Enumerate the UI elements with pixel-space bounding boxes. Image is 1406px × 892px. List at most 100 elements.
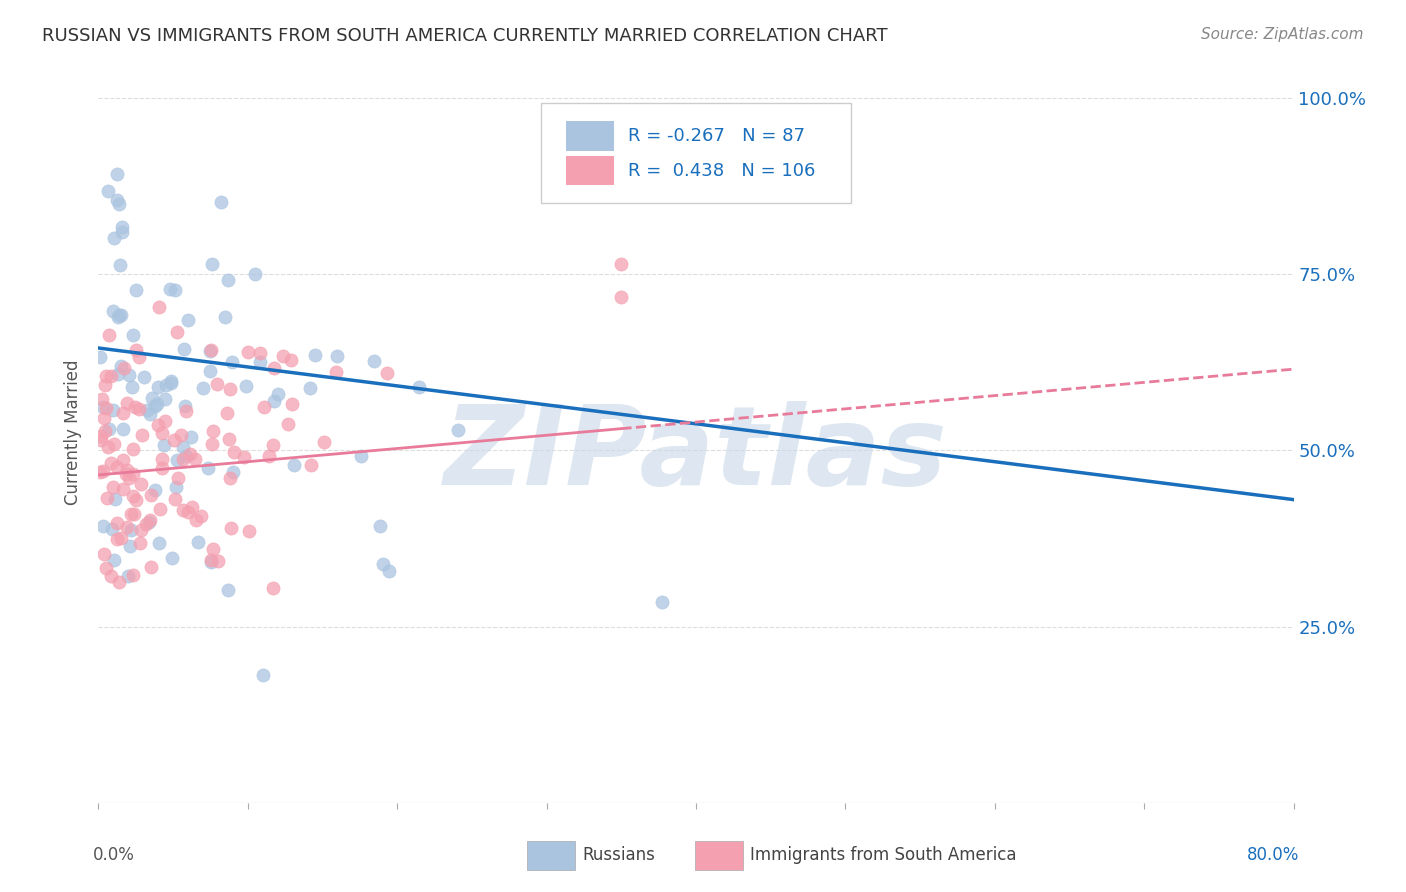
Point bbox=[105, 167, 128, 181]
Point bbox=[91, 400, 114, 414]
Point bbox=[128, 350, 150, 364]
Point bbox=[304, 348, 326, 362]
Point bbox=[252, 667, 274, 681]
Point bbox=[94, 424, 117, 438]
Point bbox=[299, 381, 322, 395]
Point bbox=[97, 440, 120, 454]
Point bbox=[91, 464, 114, 478]
Point bbox=[219, 471, 242, 485]
Point bbox=[165, 480, 187, 494]
Point bbox=[177, 313, 200, 327]
Point bbox=[148, 418, 170, 433]
Point bbox=[120, 539, 142, 553]
Point bbox=[190, 508, 212, 523]
Point bbox=[125, 343, 148, 357]
Point bbox=[238, 345, 260, 359]
Point bbox=[110, 531, 132, 545]
Point bbox=[108, 258, 131, 272]
Point bbox=[363, 354, 385, 368]
Point bbox=[122, 567, 145, 582]
Point bbox=[266, 387, 288, 401]
Point bbox=[148, 536, 170, 550]
Point bbox=[120, 523, 142, 537]
Point bbox=[150, 451, 173, 466]
Point bbox=[153, 392, 176, 407]
Point bbox=[91, 518, 114, 533]
Point bbox=[111, 406, 134, 420]
Point bbox=[97, 184, 120, 198]
Point bbox=[172, 452, 194, 467]
Point bbox=[122, 489, 145, 503]
Point bbox=[112, 360, 135, 375]
Point bbox=[325, 349, 347, 363]
Point bbox=[166, 326, 188, 340]
Point bbox=[222, 445, 245, 459]
Point bbox=[173, 342, 195, 356]
Point bbox=[218, 383, 240, 397]
Point bbox=[179, 447, 201, 461]
Point bbox=[149, 502, 172, 516]
Point bbox=[651, 594, 673, 608]
Point bbox=[96, 491, 118, 505]
Point bbox=[98, 328, 121, 343]
Point bbox=[191, 381, 214, 395]
Point bbox=[103, 304, 125, 318]
Point bbox=[221, 521, 243, 535]
Point bbox=[371, 558, 394, 572]
Point bbox=[198, 364, 221, 378]
Point bbox=[163, 491, 186, 506]
Point bbox=[146, 397, 169, 411]
Point bbox=[148, 300, 170, 314]
Point bbox=[121, 327, 143, 342]
Point bbox=[107, 368, 129, 382]
Point bbox=[176, 505, 198, 519]
Point bbox=[160, 374, 183, 388]
Text: R = -0.267   N = 87: R = -0.267 N = 87 bbox=[628, 127, 804, 145]
Point bbox=[180, 430, 202, 444]
Point bbox=[101, 480, 124, 494]
Point bbox=[243, 267, 266, 281]
Point bbox=[163, 283, 186, 297]
Point bbox=[262, 581, 284, 595]
Point bbox=[108, 308, 131, 322]
Point bbox=[100, 568, 122, 582]
FancyBboxPatch shape bbox=[527, 840, 575, 871]
Point bbox=[139, 560, 162, 574]
Point bbox=[257, 450, 280, 464]
Point bbox=[152, 460, 174, 475]
Point bbox=[200, 344, 222, 359]
Point bbox=[107, 197, 129, 211]
Point bbox=[159, 282, 181, 296]
Point bbox=[128, 402, 150, 417]
Point bbox=[214, 310, 236, 325]
Point bbox=[143, 399, 166, 413]
Point bbox=[217, 583, 239, 598]
Point bbox=[408, 380, 430, 394]
Point bbox=[105, 459, 128, 474]
Point bbox=[118, 368, 141, 382]
Point bbox=[201, 541, 224, 556]
Point bbox=[221, 354, 243, 368]
Point bbox=[117, 520, 139, 534]
Point bbox=[131, 428, 153, 442]
Point bbox=[125, 492, 148, 507]
Point bbox=[124, 400, 146, 414]
Point bbox=[249, 345, 271, 359]
FancyBboxPatch shape bbox=[565, 156, 613, 186]
Point bbox=[94, 368, 117, 383]
Point bbox=[112, 482, 135, 496]
Point bbox=[103, 437, 125, 451]
Point bbox=[262, 438, 284, 452]
Point bbox=[217, 406, 239, 420]
Text: Immigrants from South America: Immigrants from South America bbox=[749, 847, 1017, 864]
Point bbox=[107, 532, 129, 546]
Point bbox=[139, 513, 162, 527]
Point bbox=[170, 428, 193, 442]
Point bbox=[325, 365, 347, 379]
Point bbox=[200, 555, 222, 569]
Point bbox=[129, 476, 152, 491]
Point bbox=[108, 574, 131, 589]
Point bbox=[89, 350, 111, 364]
Point bbox=[143, 483, 166, 497]
FancyBboxPatch shape bbox=[695, 840, 742, 871]
